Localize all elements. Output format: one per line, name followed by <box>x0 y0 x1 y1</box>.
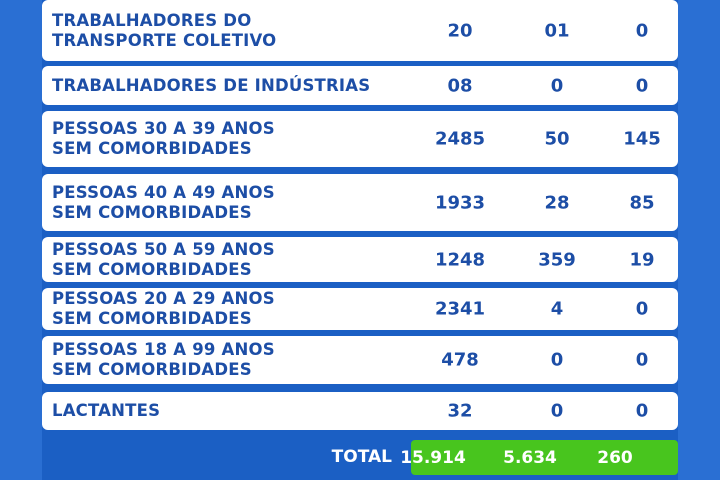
table-row: TRABALHADORES DO TRANSPORTE COLETIVO 20 0… <box>42 0 678 61</box>
total-value-2: 5.634 <box>503 447 557 468</box>
row-value-3: 0 <box>635 20 649 41</box>
row-value-1: 2485 <box>434 128 486 150</box>
row-label: PESSOAS 40 A 49 ANOS SEM COMORBIDADES <box>52 182 275 222</box>
row-value-2: 359 <box>538 249 576 270</box>
row-value-2: 28 <box>544 192 570 213</box>
background-stripe-right <box>678 0 720 480</box>
row-label: TRABALHADORES DO TRANSPORTE COLETIVO <box>52 10 277 50</box>
row-value-1: 1248 <box>434 249 486 270</box>
row-value-3: 0 <box>635 349 649 371</box>
row-value-1: 32 <box>447 400 473 422</box>
row-value-1: 2341 <box>434 298 486 320</box>
row-value-2: 4 <box>550 298 564 320</box>
total-value-1: 15.914 <box>400 447 466 468</box>
table-row: LACTANTES 32 0 0 <box>42 392 678 430</box>
row-value-3: 85 <box>629 192 655 213</box>
row-value-3: 0 <box>635 298 649 320</box>
row-value-1: 08 <box>447 75 473 96</box>
row-label: LACTANTES <box>52 401 161 420</box>
row-label: TRABALHADORES DE INDÚSTRIAS <box>52 75 371 95</box>
total-box: 15.914 5.634 260 <box>400 440 678 475</box>
row-value-2: 0 <box>550 349 564 371</box>
row-value-2: 0 <box>550 75 564 96</box>
row-value-1: 478 <box>441 349 479 371</box>
row-value-2: 0 <box>550 400 564 422</box>
row-value-2: 50 <box>544 128 570 150</box>
table-row: TRABALHADORES DE INDÚSTRIAS 08 0 0 <box>42 66 678 105</box>
table-row: PESSOAS 50 A 59 ANOS SEM COMORBIDADES 124… <box>42 237 678 282</box>
total-label: TOTAL <box>331 447 392 467</box>
row-label: PESSOAS 20 A 29 ANOS SEM COMORBIDADES <box>52 289 275 328</box>
row-label: PESSOAS 30 A 39 ANOS SEM COMORBIDADES <box>52 119 275 158</box>
row-value-3: 0 <box>635 400 649 422</box>
row-value-3: 145 <box>623 128 661 150</box>
background-stripe-left <box>0 0 42 480</box>
total-value-3: 260 <box>597 447 633 468</box>
table-row: PESSOAS 40 A 49 ANOS SEM COMORBIDADES 193… <box>42 174 678 231</box>
row-value-3: 19 <box>629 249 655 270</box>
row-label: PESSOAS 50 A 59 ANOS SEM COMORBIDADES <box>52 239 275 279</box>
row-value-1: 20 <box>447 20 473 41</box>
row-value-1: 1933 <box>434 192 486 213</box>
row-label: PESSOAS 18 A 99 ANOS SEM COMORBIDADES <box>52 340 275 379</box>
table-row: PESSOAS 18 A 99 ANOS SEM COMORBIDADES 478… <box>42 336 678 384</box>
row-value-2: 01 <box>544 20 570 41</box>
table-row: PESSOAS 30 A 39 ANOS SEM COMORBIDADES 248… <box>42 111 678 167</box>
table-row: PESSOAS 20 A 29 ANOS SEM COMORBIDADES 234… <box>42 288 678 330</box>
row-value-3: 0 <box>635 75 649 96</box>
